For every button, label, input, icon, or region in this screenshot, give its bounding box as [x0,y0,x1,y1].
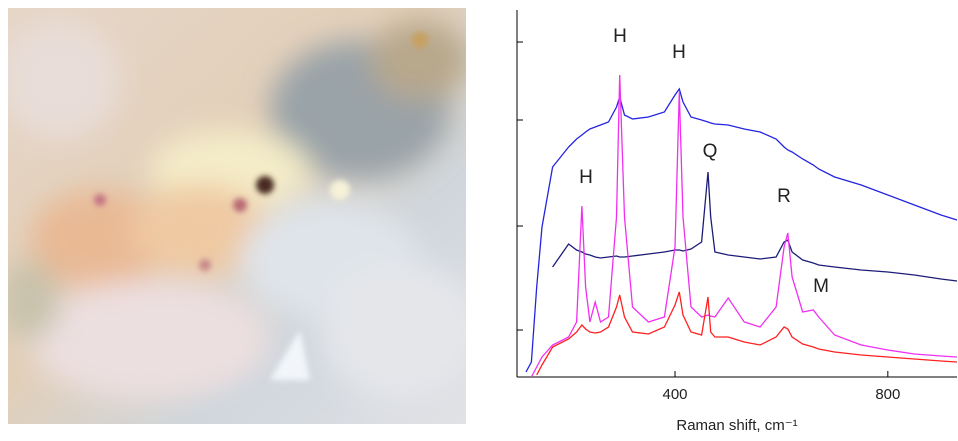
spectrum-line [525,87,958,373]
chart: Raman shift, cm⁻¹ 400 800 H H H Q R M [516,10,958,434]
peak-annotation: R [777,186,791,207]
peak-annotation: H [672,42,686,63]
x-tick-label: 400 [663,386,688,403]
spectrum-line [536,291,958,376]
spectrum-line [552,171,958,282]
peak-annotation: H [579,167,593,188]
x-tick-label: 800 [875,386,900,403]
x-axis-label: Raman shift, cm⁻¹ [676,417,797,434]
peak-annotation: H [613,26,627,47]
micrograph [8,8,466,424]
peak-annotation: M [813,276,829,297]
peak-annotation: Q [703,141,718,162]
spectrum-line [530,74,958,378]
